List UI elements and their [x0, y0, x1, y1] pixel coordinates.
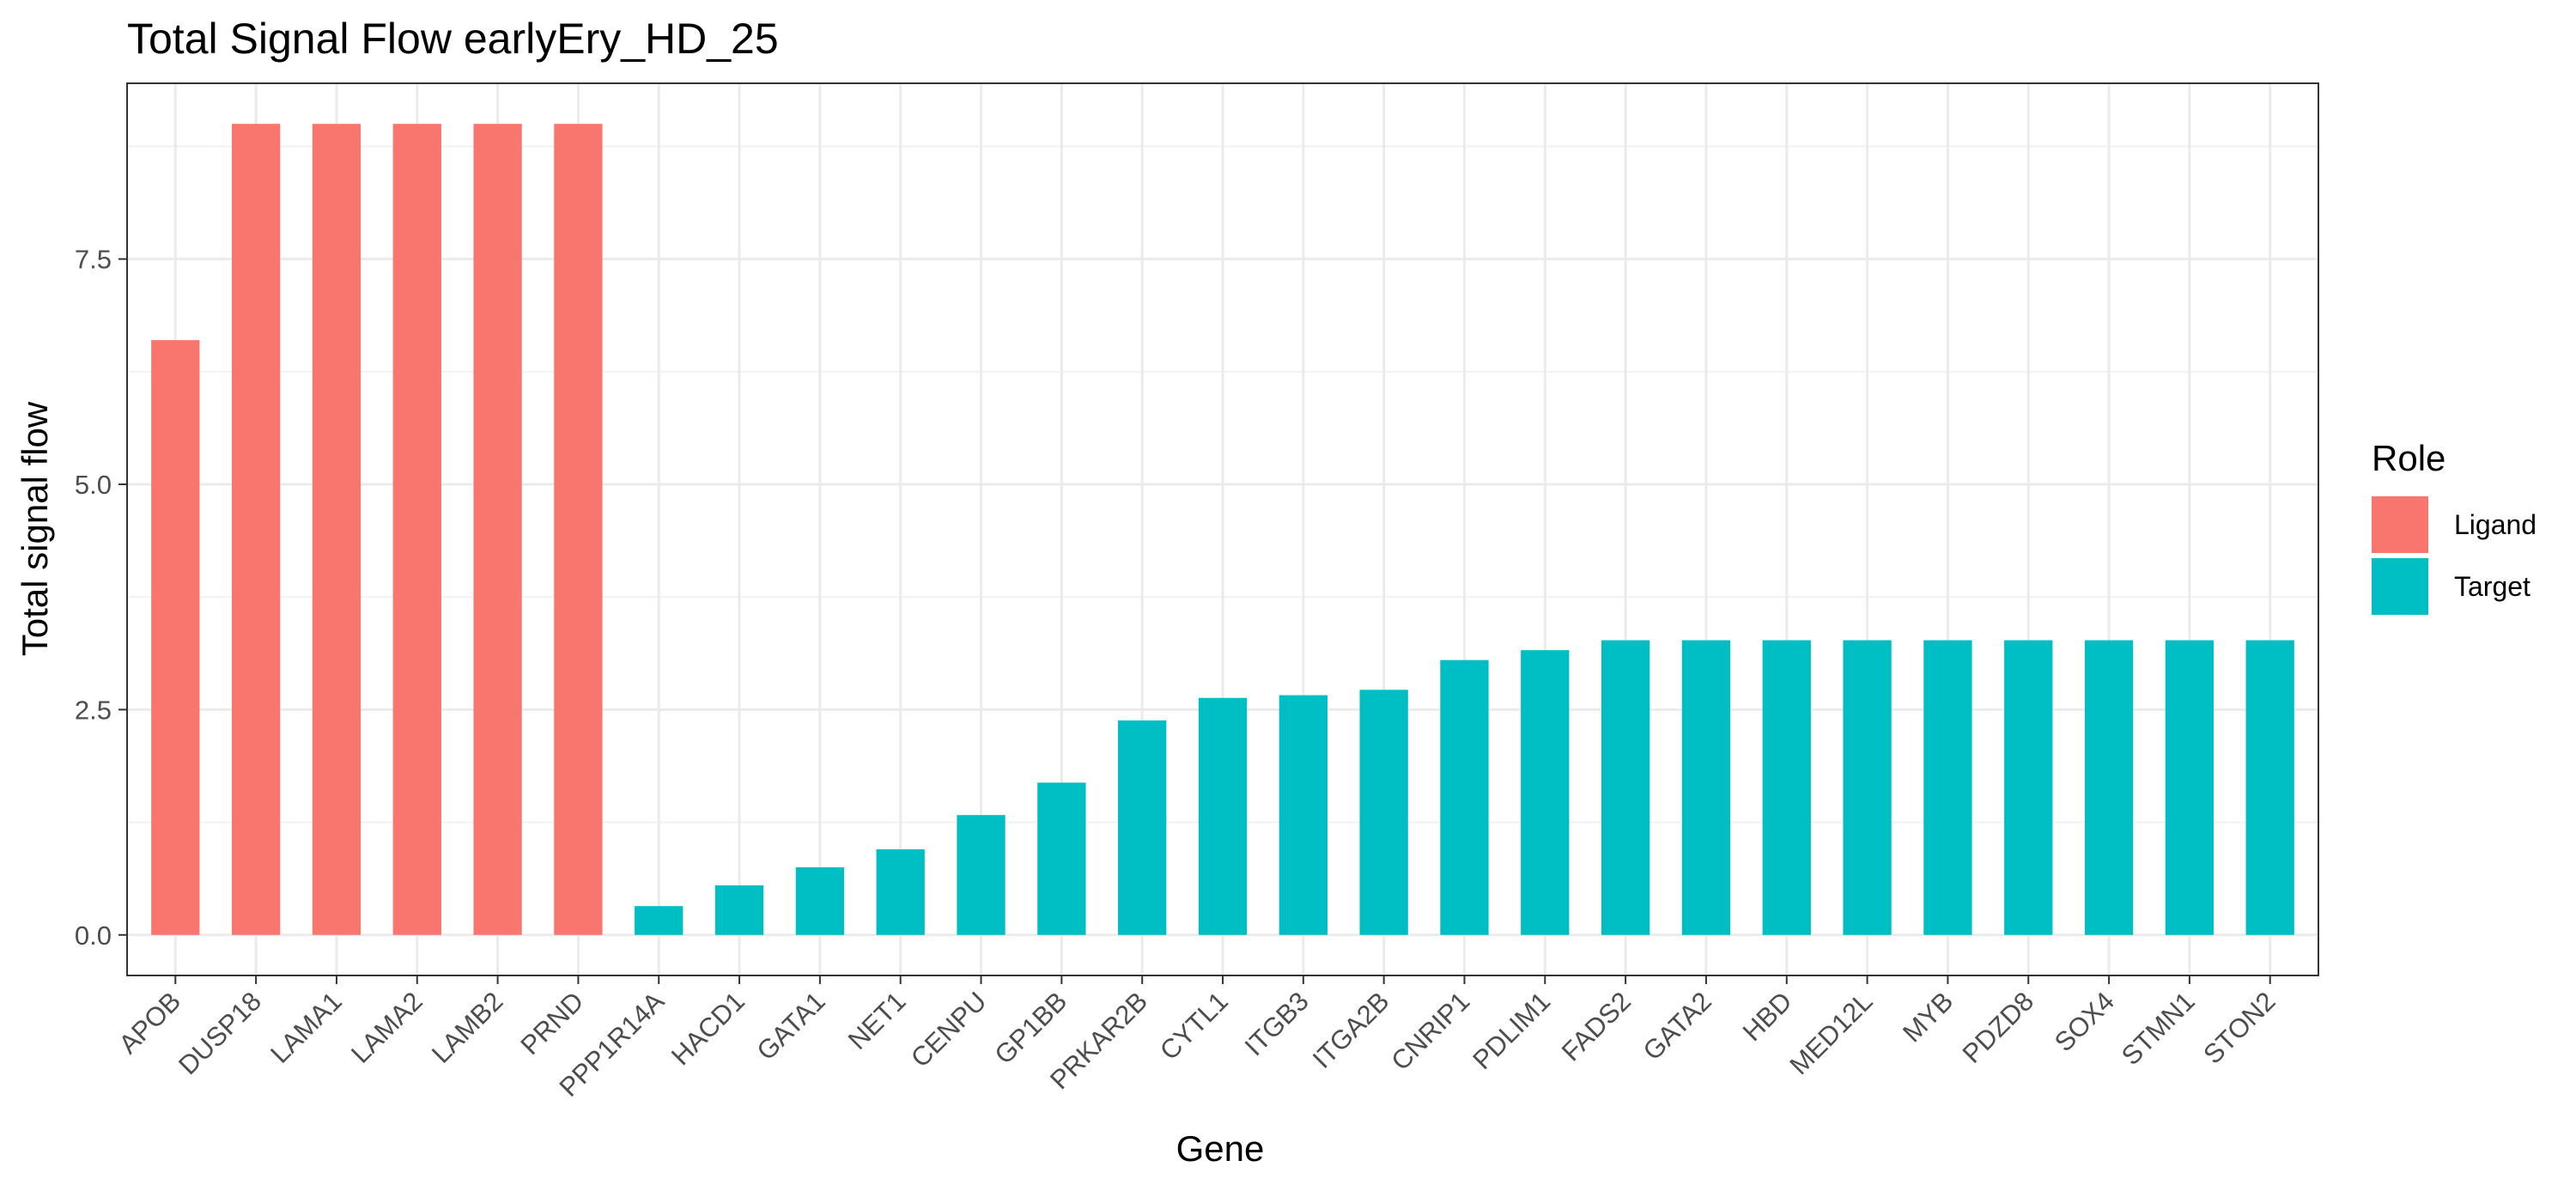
bar-prnd: [554, 124, 603, 935]
bar-pdzd8: [2004, 640, 2053, 935]
bar-ston2: [2245, 640, 2294, 935]
x-tick-label: NET1: [842, 986, 912, 1055]
legend: Role Ligand Target: [2372, 438, 2537, 615]
x-tick-label: CENPU: [905, 986, 992, 1073]
legend-swatch-ligand: [2372, 496, 2428, 553]
y-axis-title: Total signal flow: [15, 401, 55, 656]
x-axis-title: Gene: [1176, 1128, 1265, 1169]
x-tick-label: LAMA2: [345, 986, 428, 1069]
x-tick-label: STON2: [2197, 986, 2281, 1069]
bar-dusp18: [231, 124, 281, 935]
x-tick-label: PDZD8: [1957, 986, 2040, 1069]
x-tick-label: ITGB3: [1239, 986, 1315, 1061]
bar-hacd1: [714, 885, 764, 935]
y-tick-label: 2.5: [75, 695, 112, 725]
x-tick-label: FADS2: [1556, 986, 1637, 1066]
bar-stmn1: [2165, 640, 2215, 935]
y-axis: 0.0 2.5 5.0 7.5: [75, 245, 127, 951]
x-tick-label: LAMA1: [264, 986, 348, 1069]
bar-net1: [876, 849, 925, 935]
x-tick-label: CNRIP1: [1385, 986, 1475, 1076]
legend-label-target: Target: [2454, 571, 2530, 602]
bar-sox4: [2084, 640, 2134, 935]
bar-fads2: [1601, 640, 1650, 935]
bars: [151, 124, 2294, 935]
bar-lamb2: [473, 124, 522, 935]
x-tick-label: LAMB2: [426, 986, 509, 1069]
bar-med12l: [1843, 640, 1892, 935]
x-tick-label: GATA2: [1637, 986, 1717, 1066]
legend-title: Role: [2372, 438, 2445, 478]
x-tick-label: GATA1: [750, 986, 830, 1066]
x-tick-label: ITGA2B: [1307, 986, 1395, 1074]
bar-cytl1: [1198, 697, 1248, 935]
bar-apob: [151, 340, 200, 935]
x-tick-label: SOX4: [2049, 986, 2120, 1057]
x-tick-label: STMN1: [2116, 986, 2201, 1071]
bar-itga2b: [1359, 690, 1408, 935]
bar-cnrip1: [1440, 659, 1489, 935]
x-tick-label: MED12L: [1784, 986, 1879, 1080]
bar-gata2: [1681, 640, 1731, 935]
chart-title: Total Signal Flow earlyEry_HD_25: [127, 15, 779, 63]
x-tick-label: HACD1: [665, 986, 750, 1071]
y-tick-label: 5.0: [75, 470, 112, 500]
bar-cenpu: [957, 815, 1005, 935]
y-tick-label: 0.0: [75, 921, 112, 951]
bar-pdlim1: [1521, 650, 1570, 935]
x-tick-label: PDLIM1: [1467, 986, 1556, 1075]
bar-lama1: [312, 124, 361, 935]
x-tick-label: DUSP18: [173, 986, 267, 1080]
x-tick-label: CYTL1: [1154, 986, 1234, 1066]
bar-myb: [1923, 640, 1972, 935]
y-tick-label: 7.5: [75, 245, 112, 275]
bar-prkar2b: [1118, 720, 1167, 935]
bar-itgb3: [1279, 695, 1327, 935]
bar-lama2: [392, 124, 441, 935]
x-tick-label: HBD: [1737, 986, 1798, 1047]
legend-label-ligand: Ligand: [2454, 509, 2537, 540]
x-tick-label: PRND: [514, 986, 589, 1060]
legend-swatch-target: [2372, 558, 2428, 615]
x-tick-label: MYB: [1897, 986, 1959, 1048]
bar-gata1: [795, 867, 845, 935]
bar-gp1bb: [1037, 782, 1086, 935]
x-tick-label: APOB: [113, 986, 187, 1060]
bar-ppp1r14a: [635, 906, 683, 935]
bar-hbd: [1762, 640, 1811, 935]
legend-items: Ligand Target: [2372, 496, 2537, 615]
